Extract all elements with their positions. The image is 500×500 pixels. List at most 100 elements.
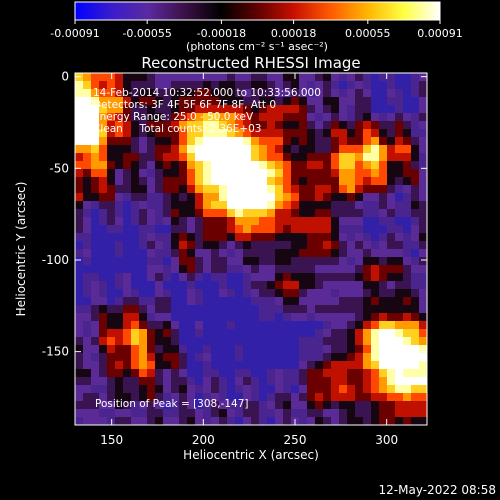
- heatmap-cell: [275, 377, 284, 386]
- heatmap-cell: [211, 145, 220, 154]
- heatmap-cell: [403, 89, 412, 98]
- heatmap-cell: [123, 193, 132, 202]
- heatmap-cell: [187, 201, 196, 210]
- heatmap-cell: [99, 89, 108, 98]
- heatmap-cell: [211, 129, 220, 138]
- heatmap-cell: [235, 73, 244, 82]
- heatmap-cell: [315, 241, 324, 250]
- heatmap-cell: [115, 201, 124, 210]
- heatmap-cell: [83, 345, 92, 354]
- heatmap-cell: [395, 233, 404, 242]
- heatmap-cell: [115, 329, 124, 338]
- heatmap-cell: [259, 257, 268, 266]
- heatmap-cell: [363, 353, 372, 362]
- heatmap-cell: [203, 201, 212, 210]
- heatmap-cell: [323, 393, 332, 402]
- heatmap-cell: [331, 177, 340, 186]
- heatmap-cell: [355, 177, 364, 186]
- heatmap-cell: [131, 297, 140, 306]
- heatmap-cell: [331, 257, 340, 266]
- heatmap-cell: [275, 177, 284, 186]
- heatmap-cell: [115, 105, 124, 114]
- heatmap-cell: [299, 409, 308, 418]
- heatmap-cell: [371, 297, 380, 306]
- heatmap-cell: [75, 233, 84, 242]
- heatmap-cell: [219, 113, 228, 122]
- heatmap-cell: [155, 209, 164, 218]
- heatmap-cell: [275, 241, 284, 250]
- heatmap-cell: [179, 161, 188, 170]
- heatmap-cell: [171, 329, 180, 338]
- heatmap-cell: [371, 265, 380, 274]
- heatmap-cell: [115, 225, 124, 234]
- heatmap-cell: [355, 361, 364, 370]
- heatmap-cell: [99, 345, 108, 354]
- heatmap-cell: [99, 337, 108, 346]
- heatmap-cell: [115, 145, 124, 154]
- heatmap-cell: [323, 177, 332, 186]
- heatmap-cell: [219, 257, 228, 266]
- heatmap-cell: [411, 97, 420, 106]
- heatmap-cell: [219, 81, 228, 90]
- heatmap-cell: [131, 321, 140, 330]
- heatmap-cell: [259, 153, 268, 162]
- heatmap-cell: [147, 185, 156, 194]
- heatmap-cell: [387, 113, 396, 122]
- heatmap-cell: [347, 313, 356, 322]
- heatmap-cell: [115, 89, 124, 98]
- heatmap-cell: [179, 377, 188, 386]
- heatmap-cell: [187, 185, 196, 194]
- heatmap-cell: [91, 313, 100, 322]
- heatmap-cell: [99, 369, 108, 378]
- heatmap-cell: [171, 113, 180, 122]
- heatmap-cell: [171, 81, 180, 90]
- heatmap-cell: [139, 153, 148, 162]
- heatmap-cell: [219, 217, 228, 226]
- heatmap-cell: [315, 289, 324, 298]
- heatmap-cell: [363, 265, 372, 274]
- heatmap-cell: [171, 273, 180, 282]
- heatmap-cell: [403, 249, 412, 258]
- heatmap-cell: [387, 217, 396, 226]
- heatmap-cell: [259, 73, 268, 82]
- y-axis-tick-labels: 0-50-100-150: [42, 70, 69, 359]
- heatmap-cell: [371, 129, 380, 138]
- heatmap-cell: [147, 369, 156, 378]
- heatmap-cell: [211, 353, 220, 362]
- heatmap-cell: [139, 297, 148, 306]
- heatmap-cell: [315, 97, 324, 106]
- heatmap-cell: [235, 297, 244, 306]
- heatmap-cell: [147, 393, 156, 402]
- heatmap-cell: [379, 281, 388, 290]
- heatmap-cell: [371, 169, 380, 178]
- heatmap-cell: [339, 169, 348, 178]
- heatmap-cell: [307, 273, 316, 282]
- heatmap-cell: [403, 201, 412, 210]
- heatmap-cell: [331, 417, 340, 425]
- heatmap-cell: [419, 241, 427, 250]
- heatmap-cell: [131, 417, 140, 425]
- heatmap-cell: [379, 81, 388, 90]
- heatmap-cell: [243, 137, 252, 146]
- heatmap-cell: [91, 161, 100, 170]
- heatmap-cell: [291, 241, 300, 250]
- heatmap-cell: [219, 225, 228, 234]
- heatmap-cell: [195, 345, 204, 354]
- heatmap-cell: [323, 233, 332, 242]
- heatmap-cell: [331, 249, 340, 258]
- heatmap-cell: [163, 81, 172, 90]
- heatmap-cell: [363, 249, 372, 258]
- heatmap-cell: [315, 185, 324, 194]
- heatmap-cell: [323, 305, 332, 314]
- heatmap-cell: [115, 345, 124, 354]
- heatmap-cell: [371, 81, 380, 90]
- colorbar-tick-label: -0.00091: [50, 27, 99, 40]
- heatmap-cell: [147, 177, 156, 186]
- heatmap-cell: [139, 369, 148, 378]
- heatmap-cell: [99, 257, 108, 266]
- heatmap-cell: [411, 321, 420, 330]
- heatmap-cell: [75, 281, 84, 290]
- heatmap-cell: [411, 137, 420, 146]
- heatmap-cell: [363, 81, 372, 90]
- heatmap-cell: [283, 313, 292, 322]
